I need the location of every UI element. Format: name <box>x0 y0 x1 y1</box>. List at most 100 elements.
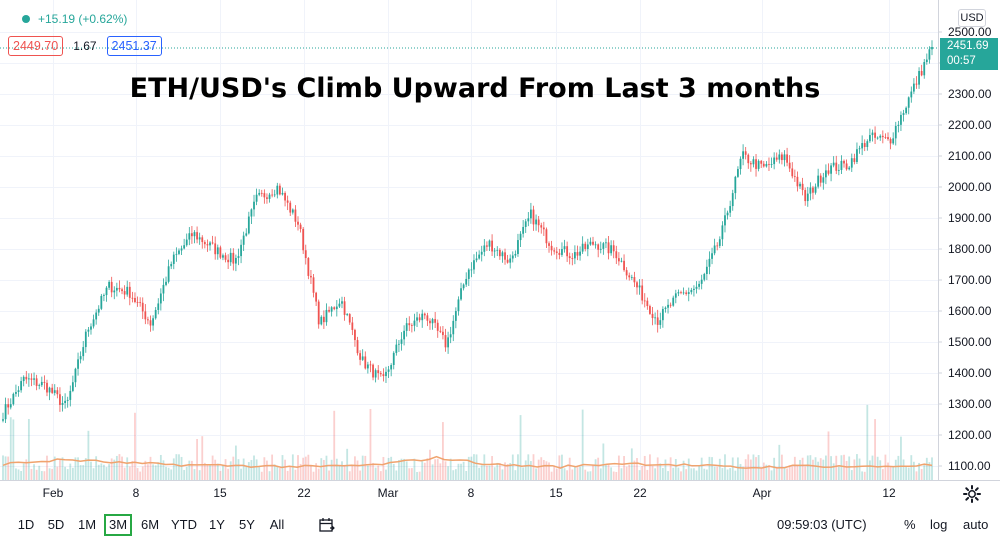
volume-bar <box>861 471 864 480</box>
volume-bar <box>695 470 698 480</box>
chart-grid <box>0 0 938 480</box>
volume-bar <box>783 467 786 480</box>
y-tick-label: 1900.00 <box>948 211 992 225</box>
log-toggle[interactable]: log <box>930 517 948 532</box>
volume-bar <box>183 469 186 480</box>
volume-bar <box>612 471 615 480</box>
volume-bar <box>69 463 72 480</box>
candle <box>566 241 569 262</box>
volume-bar <box>478 467 481 480</box>
volume-bar <box>537 459 540 480</box>
candle <box>317 299 320 329</box>
volume-bar <box>38 465 41 480</box>
volume-bar <box>51 468 54 480</box>
range-1y-button[interactable]: 1Y <box>209 517 225 532</box>
volume-bar <box>599 468 602 480</box>
currency-badge[interactable]: USD <box>958 9 986 27</box>
volume-bar <box>227 468 230 480</box>
candle <box>918 67 920 89</box>
candle <box>87 326 90 337</box>
candle <box>793 169 796 182</box>
range-1m-button[interactable]: 1M <box>77 517 97 532</box>
candle <box>592 236 594 246</box>
range-5y-button[interactable]: 5Y <box>239 517 255 532</box>
volume-bar <box>92 468 95 480</box>
volume-bar <box>879 460 882 480</box>
volume-bar <box>240 468 242 480</box>
candle <box>82 341 85 361</box>
volume-bar <box>418 471 421 480</box>
candle <box>786 147 788 167</box>
candle <box>315 291 318 307</box>
sell-price-button[interactable]: 2449.70 <box>8 36 64 56</box>
range-3m-button[interactable]: 3M <box>104 514 132 536</box>
range-1d-button[interactable]: 1D <box>17 517 35 532</box>
x-tick-label: 15 <box>549 486 563 500</box>
candle <box>333 306 336 311</box>
candle <box>796 171 799 192</box>
calendar-icon[interactable] <box>318 516 336 534</box>
range-5d-button[interactable]: 5D <box>47 517 65 532</box>
candle <box>540 222 543 234</box>
volume-bar <box>843 454 845 480</box>
volume-bar <box>416 471 418 480</box>
candle <box>537 216 540 233</box>
y-tick-label: 1700.00 <box>948 273 992 287</box>
buy-price-button[interactable]: 2451.37 <box>106 36 162 56</box>
volume-bar <box>884 454 887 480</box>
clock-time[interactable]: 09:59:03 (UTC) <box>777 517 867 532</box>
volume-bar <box>532 454 535 480</box>
volume-bar <box>229 461 232 480</box>
volume-bar <box>307 454 310 480</box>
candle <box>25 370 28 384</box>
volume-bar <box>325 455 328 480</box>
candle <box>905 106 908 115</box>
candle <box>511 251 514 263</box>
candle <box>405 317 408 337</box>
candle <box>623 254 625 272</box>
candle <box>377 365 380 380</box>
candle <box>664 306 667 313</box>
candle <box>465 272 468 287</box>
settings-icon[interactable] <box>962 484 982 504</box>
candle <box>812 185 814 200</box>
range-6m-button[interactable]: 6M <box>140 517 160 532</box>
candle <box>444 328 447 352</box>
candle <box>460 282 462 301</box>
volume-bar <box>760 467 763 480</box>
volume-bar <box>71 467 74 480</box>
candle <box>887 132 889 141</box>
volume-bar <box>868 460 871 480</box>
volume-bar <box>866 404 869 480</box>
volume-bar <box>35 469 38 480</box>
candle <box>832 156 835 168</box>
percent-toggle[interactable]: % <box>904 517 916 532</box>
range-ytd-button[interactable]: YTD <box>171 517 197 532</box>
auto-toggle[interactable]: auto <box>963 517 989 532</box>
candle <box>923 58 926 79</box>
candle <box>27 373 30 387</box>
candle <box>778 149 781 164</box>
range-all-button[interactable]: All <box>269 517 285 532</box>
candle <box>672 295 675 307</box>
volume-bar <box>25 459 28 480</box>
price-chart[interactable]: 2500.002400.002300.002200.002100.002000.… <box>0 0 1000 510</box>
candle <box>630 274 633 281</box>
volume-bar <box>491 456 493 480</box>
candle <box>170 261 173 270</box>
volume-bar <box>742 466 744 480</box>
candle <box>571 253 574 266</box>
candle <box>912 78 915 94</box>
volume-bar <box>250 459 253 480</box>
volume-bar <box>260 471 263 480</box>
candle <box>907 96 910 115</box>
volume-bar <box>514 470 517 480</box>
volume-bar <box>209 464 211 480</box>
volume-bar <box>139 471 142 480</box>
volume-bar <box>191 460 193 480</box>
candle <box>814 183 817 195</box>
volume-bar <box>762 462 765 480</box>
volume-bar <box>778 444 781 480</box>
volume-bar <box>840 455 843 480</box>
spread-value: 1.67 <box>73 39 97 53</box>
